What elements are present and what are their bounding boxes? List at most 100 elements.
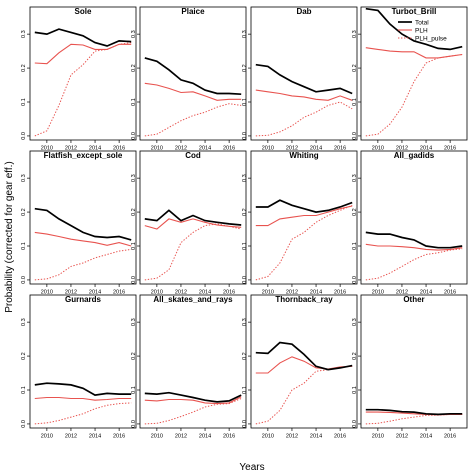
x-tick-label: 2014: [199, 434, 211, 440]
y-tick-label: 0.0: [242, 132, 248, 140]
panel-frame: [29, 150, 137, 285]
y-tick-label: 0.1: [242, 386, 248, 394]
x-tick-label: 2016: [444, 146, 456, 152]
panel-frame: [139, 150, 247, 285]
panel-frame: [29, 6, 137, 141]
panel-turbot-brill: Turbot_Brill 0.0 0.1 0.2 0.3 2010 2012 2014 2016…: [352, 6, 468, 152]
y-tick-label: 0.1: [352, 242, 358, 250]
panel-title: Thornback_ray: [275, 295, 333, 304]
y-tick-label: 0.1: [242, 242, 248, 250]
x-tick-label: 2010: [372, 434, 384, 440]
panel-title: Whiting: [289, 151, 318, 160]
x-tick-label: 2012: [396, 290, 408, 296]
y-tick-label: 0.0: [352, 132, 358, 140]
x-tick-label: 2016: [223, 290, 235, 296]
panel-frame: [360, 150, 468, 285]
y-tick-label: 0.3: [21, 174, 27, 182]
y-tick-label: 0.3: [242, 174, 248, 182]
y-tick-label: 0.2: [352, 352, 358, 360]
panel-frame: [360, 6, 468, 141]
x-tick-label: 2012: [65, 290, 77, 296]
series-line-total: [34, 207, 132, 241]
panel-frame: [139, 6, 247, 141]
panel-title: Sole: [75, 7, 92, 16]
panel-title: All_skates_and_rays: [153, 295, 233, 304]
series-line-plh: [255, 356, 353, 374]
y-tick-label: 0.1: [131, 386, 137, 394]
y-tick-label: 0.0: [352, 276, 358, 284]
panel-title: Cod: [185, 151, 201, 160]
x-tick-label: 2016: [444, 434, 456, 440]
series-line-plh: [365, 47, 463, 59]
x-tick-label: 2016: [223, 146, 235, 152]
y-tick-label: 0.0: [352, 420, 358, 428]
series-line-plh: [34, 396, 132, 401]
x-tick-label: 2016: [334, 290, 346, 296]
x-tick-label: 2012: [396, 434, 408, 440]
series-line-plh-pulse: [144, 103, 242, 137]
x-tick-label: 2016: [444, 290, 456, 296]
series-line-plh: [255, 205, 353, 227]
x-tick-label: 2016: [113, 146, 125, 152]
y-tick-label: 0.1: [131, 98, 137, 106]
series-line-plh-pulse: [365, 248, 463, 281]
y-tick-label: 0.2: [21, 208, 27, 216]
y-tick-label: 0.2: [21, 352, 27, 360]
x-tick-label: 2012: [175, 146, 187, 152]
series-line-plh-pulse: [34, 42, 132, 137]
x-tick-label: 2016: [113, 434, 125, 440]
panel-title: Turbot_Brill: [392, 7, 437, 16]
x-tick-label: 2012: [65, 146, 77, 152]
x-tick-label: 2012: [175, 434, 187, 440]
legend-label: Total: [415, 19, 429, 26]
series-line-total: [34, 28, 132, 47]
panel-title: Plaice: [181, 7, 205, 16]
series-line-plh-pulse: [255, 204, 353, 281]
x-tick-label: 2010: [151, 290, 163, 296]
series-line-total: [365, 231, 463, 249]
panel-flatfish-except-sole: Flatfish_except_sole 0.0 0.1 0.2 0.3 2010 2012…: [21, 150, 137, 296]
y-tick-label: 0.3: [352, 318, 358, 326]
x-tick-label: 2014: [89, 290, 101, 296]
panel-sole: Sole 0.0 0.1 0.2 0.3 2010 2012 2014 2016: [21, 6, 137, 152]
panel-all-skates-and-rays: All_skates_and_rays 0.0 0.1 0.2 0.3 2010 2012 2…: [131, 294, 247, 440]
y-tick-label: 0.1: [352, 98, 358, 106]
series-line-plh-pulse: [34, 402, 132, 425]
series-line-plh: [144, 218, 242, 230]
panel-title: Other: [403, 295, 424, 304]
series-line-plh-pulse: [365, 54, 463, 137]
panel-all-gadids: All_gadids 0.0 0.1 0.2 0.3 2010 2012 2014 2016: [352, 150, 468, 296]
series-line-plh-pulse: [144, 223, 242, 281]
panel-thornback-ray: Thornback_ray 0.0 0.1 0.2 0.3 2010 2012 2014 201…: [242, 294, 358, 440]
y-tick-label: 0.1: [131, 242, 137, 250]
series-line-plh: [34, 231, 132, 247]
x-axis-label: Years: [239, 462, 264, 473]
x-tick-label: 2010: [262, 146, 274, 152]
panel-plaice: Plaice 0.0 0.1 0.2 0.3 2010 2012 2014 2016: [131, 6, 247, 152]
y-tick-label: 0.2: [131, 352, 137, 360]
y-tick-label: 0.1: [21, 386, 27, 394]
y-tick-label: 0.3: [242, 30, 248, 38]
x-tick-label: 2014: [89, 146, 101, 152]
y-tick-label: 0.0: [242, 420, 248, 428]
y-tick-label: 0.1: [21, 242, 27, 250]
series-line-total: [255, 63, 353, 95]
panel-frame: [360, 294, 468, 429]
y-tick-label: 0.2: [242, 64, 248, 72]
x-tick-label: 2010: [262, 434, 274, 440]
series-line-total: [365, 408, 463, 416]
y-tick-label: 0.2: [242, 208, 248, 216]
panels-group: Sole 0.0 0.1 0.2 0.3 2010 2012 2014 2016 Plaice 0.…: [21, 6, 468, 440]
series-line-total: [365, 7, 463, 51]
y-tick-label: 0.1: [352, 386, 358, 394]
y-tick-label: 0.3: [242, 318, 248, 326]
x-tick-label: 2010: [41, 146, 53, 152]
y-tick-label: 0.0: [131, 132, 137, 140]
x-tick-label: 2014: [420, 290, 432, 296]
x-tick-label: 2012: [65, 434, 77, 440]
series-line-plh: [144, 396, 242, 405]
series-line-plh: [255, 89, 353, 101]
panel-gurnards: Gurnards 0.0 0.1 0.2 0.3 2010 2012 2014 2016: [21, 294, 137, 440]
x-tick-label: 2010: [41, 290, 53, 296]
y-tick-label: 0.2: [21, 64, 27, 72]
